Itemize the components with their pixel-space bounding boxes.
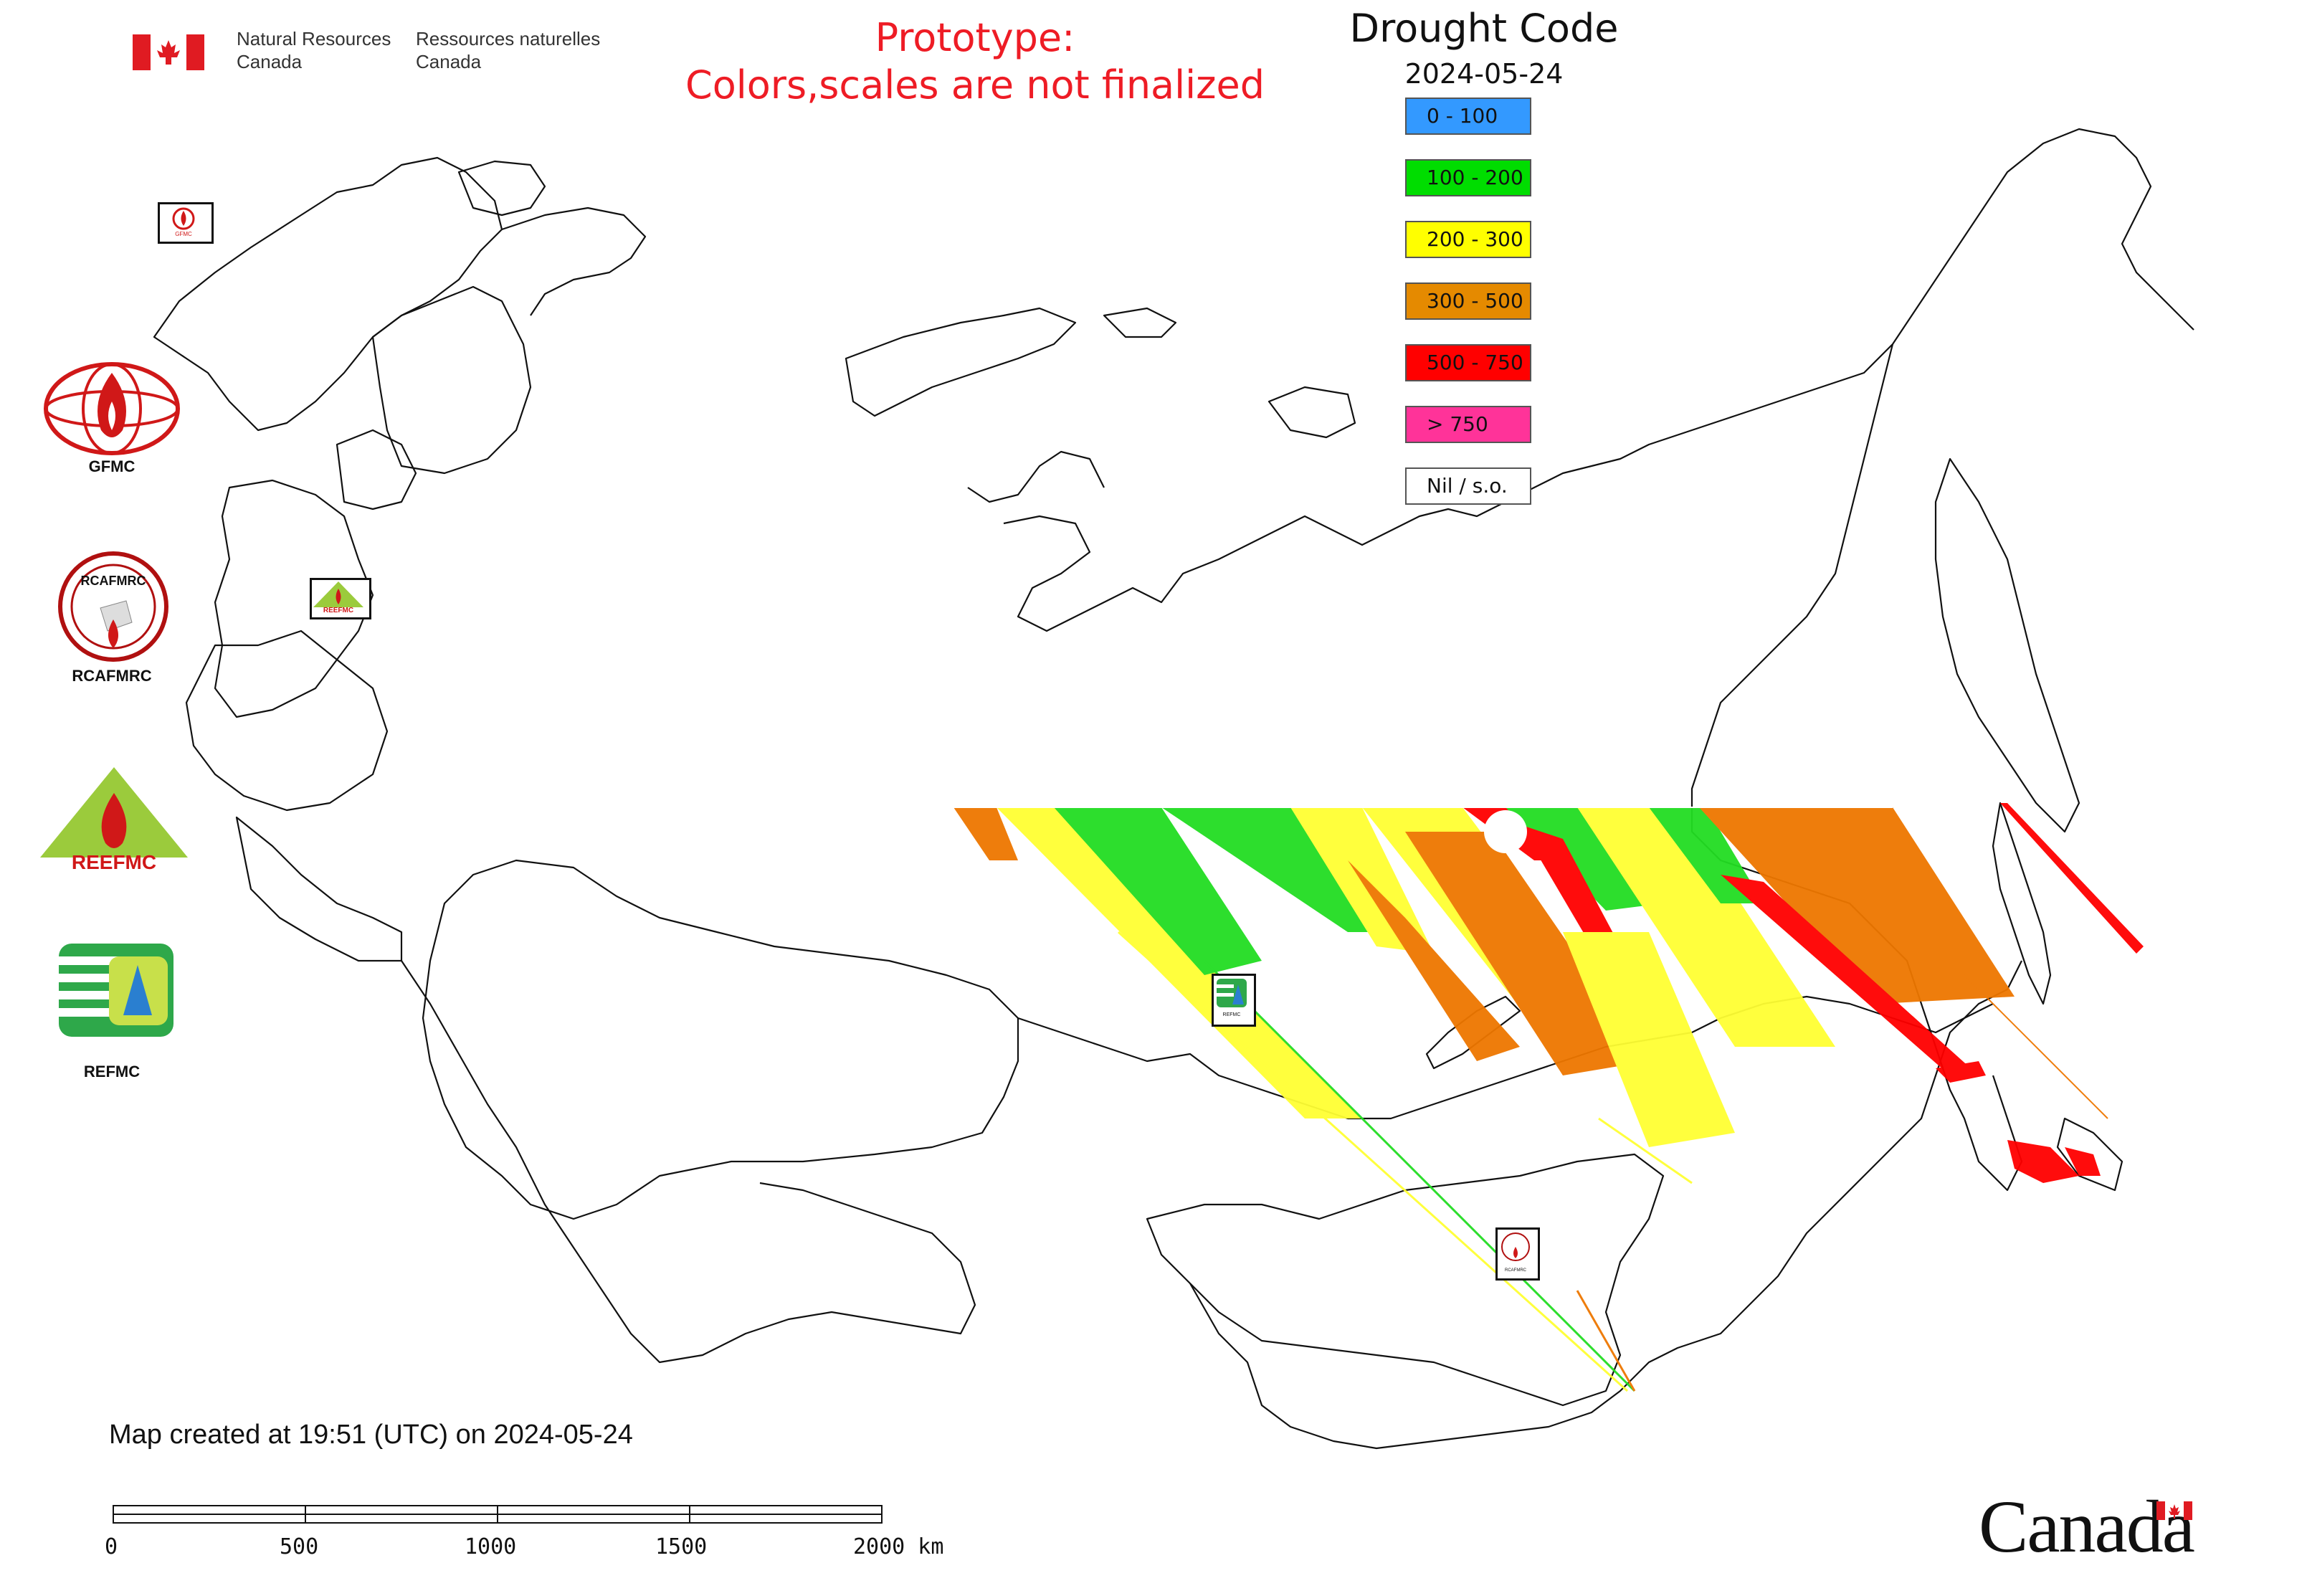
legend-item-0-100: 0 - 100 [1405, 98, 1531, 135]
gfmc-logo [44, 362, 180, 455]
raster-band-red-4 [1936, 1061, 1986, 1083]
novaya-zemlya [845, 307, 1077, 417]
legend-item-nil: Nil / s.o. [1405, 467, 1531, 505]
scale-tick-1500: 1500 [655, 1534, 708, 1559]
taymyr-coast [967, 450, 1105, 503]
raster-streak-3 [1576, 1290, 1636, 1392]
reefmc-map-marker[interactable]: REEFMC [310, 578, 371, 619]
scale-tick-500: 500 [280, 1534, 319, 1559]
svg-text:REEFMC: REEFMC [72, 851, 156, 872]
wordmark-flag-icon [2156, 1501, 2192, 1520]
svalbard-island [457, 160, 546, 217]
raster-band-red-sakhalin [2000, 803, 2144, 954]
legend-item-300-500: 300 - 500 [1405, 282, 1531, 320]
refmc-marker-icon: REFMC [1217, 979, 1247, 1017]
map-created-timestamp: Map created at 19:51 (UTC) on 2024-05-24 [109, 1420, 633, 1450]
raster-band-red-3 [1721, 875, 1979, 1075]
finland-outline [371, 285, 532, 475]
gfmc-marker-icon: GFMC [172, 207, 195, 237]
kazakhstan-outline [422, 859, 1019, 1220]
raster-band-yellow-4 [1577, 807, 1835, 1047]
raster-band-orange-3 [1699, 807, 2015, 1004]
hokkaido-outline [2056, 1117, 2123, 1192]
raster-streak-5 [1598, 1117, 1693, 1184]
russia-south-border [1017, 995, 1994, 1120]
raster-band-green-2 [1161, 807, 1405, 932]
department-name-en: Natural Resources Canada [237, 28, 391, 72]
svg-text:RCAFMRC: RCAFMRC [1505, 1268, 1527, 1273]
svg-text:REFMC: REFMC [1223, 1012, 1241, 1017]
gfmc-label: GFMC [88, 457, 135, 475]
raster-band-red-2 [1520, 825, 1620, 946]
rcafmrc-label: RCAFMRC [72, 667, 152, 685]
kamchatka-outline [1934, 457, 2080, 833]
rcafmrc-map-marker[interactable]: RCAFMRC [1495, 1227, 1540, 1281]
rcafmrc-logo: RCAFMRC [58, 551, 168, 662]
scale-tick-2000: 2000 km [853, 1534, 944, 1559]
prototype-line-2: Colors,scales are not finalized [685, 62, 1265, 108]
central-asia-outline [401, 960, 976, 1364]
scale-tick-0: 0 [105, 1534, 118, 1559]
raster-band-red-5 [2007, 1140, 2079, 1183]
gfmc-map-marker[interactable]: GFMC [158, 202, 214, 244]
franz-josef [1103, 307, 1177, 338]
department-name-fr: Ressources naturelles Canada [416, 28, 601, 72]
legend-date: 2024-05-24 [1404, 58, 1564, 90]
raster-streak-1 [1203, 959, 1636, 1392]
canada-flag-icon [133, 34, 204, 70]
svg-text:GFMC: GFMC [175, 231, 192, 237]
raster-band-green-1 [1054, 807, 1262, 975]
refmc-logo [59, 944, 173, 1037]
refmc-label: REFMC [83, 1063, 141, 1080]
european-borders [214, 479, 374, 718]
scale-bar-labels: 0 500 1000 1500 2000 km [0, 1534, 1004, 1570]
svg-text:RCAFMRC: RCAFMRC [81, 574, 146, 588]
legend-item-200-300: 200 - 300 [1405, 221, 1531, 258]
government-signature: Natural Resources Canada Ressources natu… [133, 27, 620, 77]
reefmc-logo: REEFMC [40, 767, 188, 872]
legend-item-500-750: 500 - 750 [1405, 344, 1531, 381]
reefmc-marker-icon: REEFMC [313, 581, 363, 614]
scale-bar [113, 1505, 883, 1524]
prototype-line-1: Prototype: [875, 15, 1075, 60]
mongolia-outline [1146, 1153, 1665, 1407]
baltic-borders [336, 429, 417, 510]
raster-streak-2 [1117, 931, 1629, 1392]
raster-band-yellow-5 [1563, 932, 1735, 1147]
scandinavia-outline [153, 156, 503, 432]
siberia-coast [1003, 128, 2194, 632]
severnaya-zemlya [1267, 386, 1356, 439]
canada-wordmark: Canada [1979, 1486, 2195, 1568]
ukraine-outline [185, 630, 389, 812]
raster-band-orange-1 [1348, 860, 1520, 1061]
raster-band-red-6 [2065, 1147, 2101, 1176]
legend-item-750-plus: > 750 [1405, 406, 1531, 443]
china-outline [1189, 960, 2022, 1450]
raster-band-orange-2 [1405, 832, 1649, 1075]
raster-band-yellow-1 [997, 807, 1362, 1118]
refmc-map-marker[interactable]: REFMC [1212, 974, 1256, 1027]
legend-item-100-200: 100 - 200 [1405, 159, 1531, 196]
nodata-circle [1484, 810, 1527, 853]
svg-text:REEFMC: REEFMC [323, 607, 353, 613]
drought-raster [953, 803, 2144, 1392]
kola-coast [501, 206, 647, 316]
prototype-notice: Prototype: Colors,scales are not finaliz… [645, 14, 1305, 109]
raster-streak-4 [1964, 974, 2108, 1119]
scale-tick-1000: 1000 [465, 1534, 517, 1559]
sakhalin-outline [1992, 802, 2052, 1005]
raster-band-orange-west [953, 807, 1018, 860]
caucasus-outline [235, 816, 403, 962]
legend-title: Drought Code [1349, 6, 1619, 51]
rcafmrc-marker-icon: RCAFMRC [1501, 1232, 1530, 1273]
country-outlines [153, 128, 2194, 1450]
